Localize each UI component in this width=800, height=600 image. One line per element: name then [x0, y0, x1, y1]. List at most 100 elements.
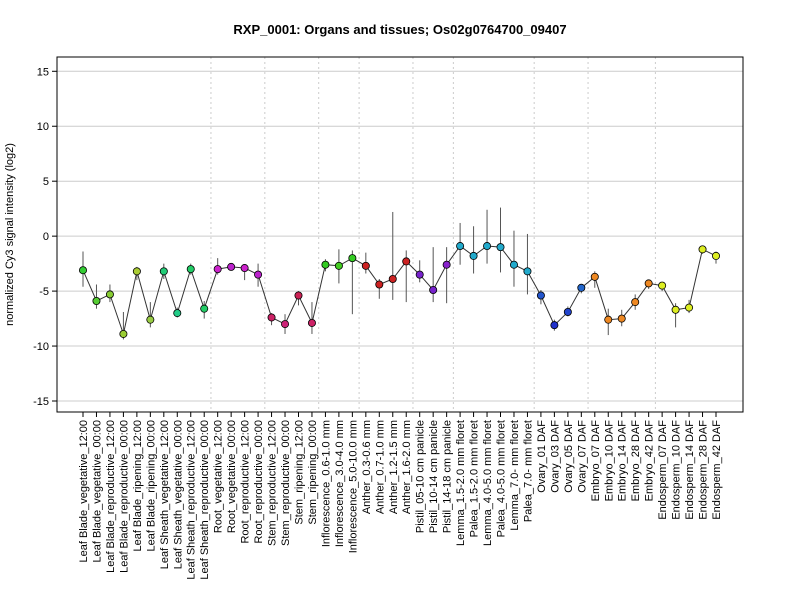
- x-tick-label: Lemma_1.5-2.0 mm floret: [455, 420, 467, 546]
- x-tick-label: Leaf Blade_vegetative_12:00: [78, 420, 90, 563]
- x-tick-label: Root_vegetative_00:00: [226, 420, 238, 533]
- data-point: [550, 321, 559, 330]
- x-tick-label: Stem_reproductive_12:00: [267, 420, 279, 546]
- data-point: [442, 260, 451, 269]
- data-point: [496, 243, 505, 252]
- data-point: [604, 315, 613, 324]
- x-tick-label: Embryo_28 DAF: [630, 420, 642, 502]
- x-tick-label: Embryo_14 DAF: [617, 420, 629, 502]
- data-point: [712, 251, 721, 260]
- x-tick-label: Palea_4.0-5.0 mm floret: [496, 420, 508, 537]
- data-point: [644, 279, 653, 288]
- data-point: [334, 261, 343, 270]
- data-point: [227, 262, 236, 271]
- data-point: [375, 280, 384, 289]
- data-point: [132, 267, 141, 276]
- data-point: [698, 245, 707, 254]
- x-tick-label: Embryo_07 DAF: [590, 420, 602, 502]
- data-point: [240, 264, 249, 273]
- data-point: [348, 254, 357, 263]
- x-tick-label: Inflorescence_3.0-4.0 mm: [334, 420, 346, 547]
- x-tick-label: Lemma_7.0- mm floret: [509, 420, 521, 531]
- x-tick-label: Anther_0.3-0.6 mm: [361, 420, 373, 514]
- y-tick-label: 5: [43, 176, 49, 188]
- x-tick-label: Stem_ripening_00:00: [307, 420, 319, 525]
- x-tick-label: Root_reproductive_12:00: [240, 420, 252, 544]
- data-point: [281, 320, 290, 329]
- x-tick-label: Leaf Blade_reproductive_12:00: [105, 420, 117, 573]
- data-point: [402, 257, 411, 266]
- x-tick-label: Palea_7.0- mm floret: [522, 420, 534, 522]
- y-tick-label: 0: [43, 231, 49, 243]
- x-tick-label: Leaf Blade_ripening_12:00: [132, 420, 144, 552]
- data-point: [254, 270, 263, 279]
- chart-title: RXP_0001: Organs and tissues; Os02g07647…: [233, 22, 566, 37]
- data-point: [146, 315, 155, 324]
- x-tick-label: Root_reproductive_00:00: [253, 420, 265, 544]
- x-tick-label: Embryo_10 DAF: [603, 420, 615, 502]
- data-point: [563, 307, 572, 316]
- x-tick-label: Inflorescence_5.0-10.0 mm: [347, 420, 359, 553]
- data-point: [119, 329, 128, 338]
- points-layer: [79, 242, 721, 338]
- x-tick-label: Leaf Sheath_reproductive_12:00: [186, 420, 198, 580]
- data-point: [658, 281, 667, 290]
- x-tick-label: Inflorescence_0.6-1.0 mm: [320, 420, 332, 547]
- x-tick-label: Endosperm_10 DAF: [671, 420, 683, 520]
- data-point: [105, 290, 114, 299]
- data-point: [483, 242, 492, 251]
- x-tick-label: Leaf Blade_reproductive_00:00: [118, 420, 130, 573]
- x-tick-label: Anther_1.2-1.5 mm: [388, 420, 400, 514]
- data-point: [159, 267, 168, 276]
- data-point: [200, 304, 209, 313]
- x-axis: Leaf Blade_vegetative_12:00 Leaf Blade_ve…: [78, 412, 723, 580]
- data-point: [267, 313, 276, 322]
- x-tick-label: Leaf Blade_vegetative_00:00: [91, 420, 103, 563]
- data-point: [509, 260, 518, 269]
- data-point: [307, 318, 316, 327]
- data-point: [415, 270, 424, 279]
- x-tick-label: Palea_1.5-2.0 mm floret: [469, 420, 481, 537]
- data-point: [213, 265, 222, 274]
- x-tick-label: Embryo_42 DAF: [644, 420, 656, 502]
- data-point: [321, 260, 330, 269]
- x-tick-label: Leaf Sheath_vegetative_00:00: [172, 420, 184, 569]
- x-tick-label: Pistil_05-10 cm panicle: [415, 420, 427, 533]
- y-tick-label: -10: [33, 341, 49, 353]
- data-point: [173, 309, 182, 318]
- x-tick-label: Pistil_10-14 cm panicle: [428, 420, 440, 533]
- x-tick-label: Stem_ripening_12:00: [293, 420, 305, 525]
- y-axis-label: normalized Cy3 signal intensity (log2): [4, 143, 16, 326]
- x-tick-label: Lemma_4.0-5.0 mm floret: [482, 420, 494, 546]
- data-point: [631, 298, 640, 307]
- x-tick-label: Endosperm_28 DAF: [698, 420, 710, 520]
- grid-layer: [57, 70, 743, 402]
- data-point: [294, 291, 303, 300]
- x-tick-label: Anther_0.7-1.0 mm: [374, 420, 386, 514]
- data-point: [469, 251, 478, 260]
- x-tick-label: Endosperm_42 DAF: [711, 420, 723, 520]
- data-point: [361, 261, 370, 270]
- data-point: [429, 286, 438, 295]
- data-point: [92, 296, 101, 305]
- x-tick-label: Ovary_05 DAF: [563, 420, 575, 493]
- x-tick-label: Stem_reproductive_00:00: [280, 420, 292, 546]
- x-tick-label: Anther_1.6-2.0 mm: [401, 420, 413, 514]
- plot-frame: [56, 56, 744, 413]
- y-tick-label: 10: [37, 121, 49, 133]
- y-tick-label: -15: [33, 396, 49, 408]
- data-point: [685, 303, 694, 312]
- y-tick-label: 15: [37, 66, 49, 78]
- x-tick-label: Leaf Sheath_reproductive_00:00: [199, 420, 211, 580]
- y-axis: 15 10 5 0 -5 -10 -15: [33, 66, 57, 408]
- x-tick-label: Root_vegetative_12:00: [213, 420, 225, 533]
- x-tick-label: Ovary_03 DAF: [549, 420, 561, 493]
- x-tick-label: Ovary_01 DAF: [536, 420, 548, 493]
- data-point: [671, 305, 680, 314]
- x-tick-label: Pistil_14-18 cm panicle: [442, 420, 454, 533]
- x-tick-label: Leaf Sheath_vegetative_12:00: [159, 420, 171, 569]
- data-point: [577, 283, 586, 292]
- x-tick-label: Endosperm_14 DAF: [684, 420, 696, 520]
- data-point: [388, 275, 397, 284]
